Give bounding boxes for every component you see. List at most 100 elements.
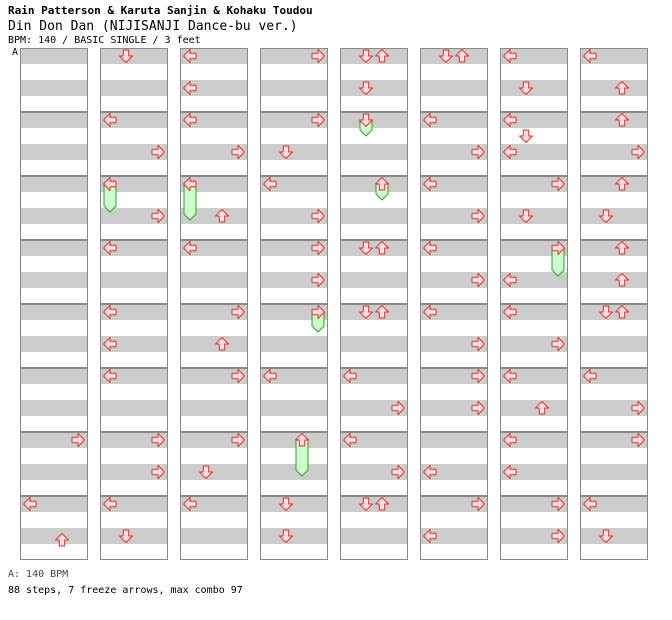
step-arrow-up: [375, 177, 389, 191]
beat-stripe: [260, 208, 328, 224]
measure-border: [20, 240, 88, 304]
step-arrow-left: [423, 305, 437, 319]
step-arrow-left: [583, 497, 597, 511]
measure-border: [500, 48, 568, 112]
beat-stripe: [500, 304, 568, 320]
step-arrow-left: [183, 497, 197, 511]
beat-stripe: [420, 48, 488, 64]
beat-stripe: [20, 432, 88, 448]
measure-border: [580, 368, 648, 432]
measure-border: [260, 496, 328, 560]
step-arrow-left: [343, 433, 357, 447]
measure: [100, 48, 168, 112]
measure-border: [180, 48, 248, 112]
step-arrow-up: [455, 49, 469, 63]
measure-border: [100, 496, 168, 560]
step-arrow-right: [231, 369, 245, 383]
measure: [340, 176, 408, 240]
measure-border: [340, 368, 408, 432]
measure: [20, 176, 88, 240]
beat-stripe: [100, 176, 168, 192]
beat-stripe: [500, 80, 568, 96]
step-arrow-right: [311, 209, 325, 223]
beat-stripe: [180, 432, 248, 448]
step-arrow-right: [311, 305, 325, 319]
measure-border: [100, 48, 168, 112]
step-arrow-left: [103, 369, 117, 383]
beat-stripe: [500, 144, 568, 160]
measure: [580, 240, 648, 304]
measure-border: [20, 496, 88, 560]
step-arrow-right: [151, 209, 165, 223]
measure-border: [420, 112, 488, 176]
beat-stripe: [420, 368, 488, 384]
step-arrow-right: [231, 145, 245, 159]
beat-stripe: [20, 176, 88, 192]
beat-stripe: [340, 496, 408, 512]
beat-stripe: [260, 528, 328, 544]
beat-stripe: [500, 464, 568, 480]
beat-stripe: [260, 400, 328, 416]
measure-border: [20, 176, 88, 240]
step-arrow-down: [599, 305, 613, 319]
measure-border: [580, 496, 648, 560]
measure: [420, 240, 488, 304]
beat-stripe: [180, 400, 248, 416]
beat-stripe: [580, 432, 648, 448]
measure-border: [260, 368, 328, 432]
measure-border: [420, 368, 488, 432]
measure: [100, 368, 168, 432]
beat-stripe: [20, 208, 88, 224]
measure: [260, 48, 328, 112]
measure: [420, 496, 488, 560]
beat-stripe: [580, 400, 648, 416]
step-arrow-left: [183, 241, 197, 255]
chart-stats: 88 steps, 7 freeze arrows, max combo 97: [8, 585, 243, 596]
step-arrow-down: [279, 145, 293, 159]
beat-stripe: [100, 112, 168, 128]
beat-stripe: [580, 240, 648, 256]
step-arrow-down: [599, 529, 613, 543]
step-arrow-right: [471, 209, 485, 223]
measure-border: [180, 112, 248, 176]
measure: [340, 432, 408, 496]
step-arrow-down: [519, 209, 533, 223]
measure-border: [180, 176, 248, 240]
step-arrow-up: [375, 305, 389, 319]
measure-border: [340, 432, 408, 496]
step-arrow-down: [359, 113, 373, 127]
beat-stripe: [260, 496, 328, 512]
step-arrow-left: [503, 145, 517, 159]
beat-stripe: [100, 304, 168, 320]
measure-border: [100, 240, 168, 304]
measure: [580, 432, 648, 496]
beat-stripe: [100, 240, 168, 256]
measure-border: [180, 240, 248, 304]
measure-border: [100, 112, 168, 176]
beat-stripe: [260, 304, 328, 320]
measure-border: [340, 48, 408, 112]
beat-stripe: [20, 112, 88, 128]
step-chart: [20, 48, 648, 560]
beat-stripe: [500, 496, 568, 512]
step-arrow-right: [471, 337, 485, 351]
measure: [20, 432, 88, 496]
beat-stripe: [260, 272, 328, 288]
beat-stripe: [20, 400, 88, 416]
step-arrow-right: [551, 177, 565, 191]
beat-stripe: [420, 112, 488, 128]
beat-stripe: [580, 176, 648, 192]
step-arrow-right: [471, 273, 485, 287]
measure-border: [100, 368, 168, 432]
measure-border: [20, 112, 88, 176]
step-arrow-right: [551, 529, 565, 543]
beat-stripe: [420, 464, 488, 480]
step-arrow-up: [535, 401, 549, 415]
measure-border: [340, 240, 408, 304]
beat-stripe: [340, 176, 408, 192]
beat-stripe: [20, 528, 88, 544]
beat-stripe: [20, 48, 88, 64]
beat-stripe: [180, 464, 248, 480]
measure-border: [580, 240, 648, 304]
measure-border: [580, 432, 648, 496]
